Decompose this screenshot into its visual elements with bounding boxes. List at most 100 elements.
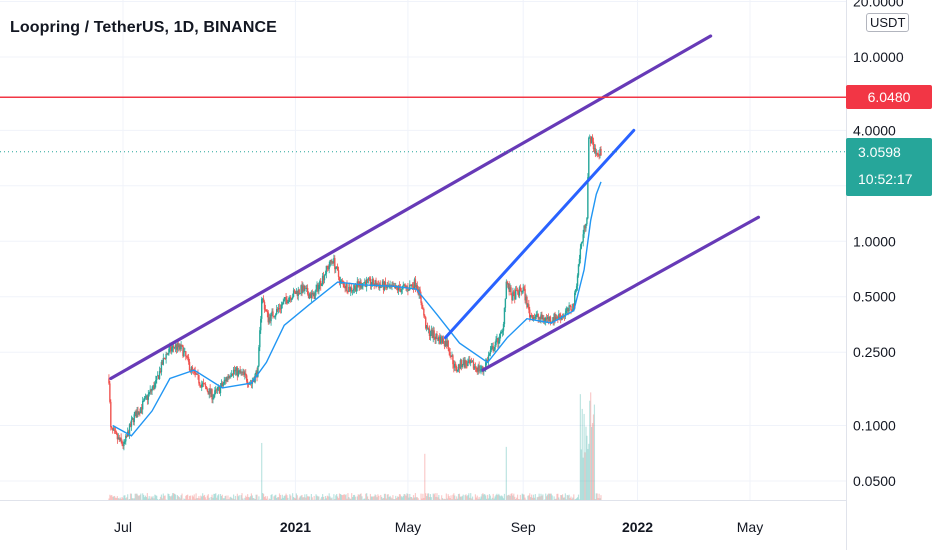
volume-bar [344,495,346,500]
candle-body [471,361,474,363]
candle-body [154,383,156,390]
candle-body [119,437,121,440]
candle-body [309,294,312,298]
candle-body [303,285,305,291]
volume-bar [197,498,199,500]
volume-bar [149,498,151,500]
candle-body [187,357,190,362]
volume-bar [207,494,209,500]
volume-bar [320,498,322,500]
volume-bar [370,496,372,500]
volume-bar [202,493,204,500]
candle-body [129,424,132,427]
candle-body [404,284,406,286]
volume-bar [383,493,386,500]
candle-body [202,383,205,384]
candle-body [452,355,454,365]
volume-bar [468,493,470,500]
volume-bar [155,495,157,500]
volume-bar [298,497,300,500]
candle-body [207,391,209,395]
volume-bar [138,496,140,500]
volume-bar [403,493,405,500]
candle-body [425,317,427,329]
upper-channel-line[interactable] [109,34,713,381]
candle-body [295,291,298,294]
volume-bar [181,493,183,500]
candle-body [219,386,222,394]
candle-body [229,375,231,377]
candle-body [213,395,215,399]
candle-body [299,293,301,294]
chart-axes: 20.000010.00004.00002.00001.00000.50000.… [0,0,904,550]
volume-bar [196,498,198,500]
volume-bar [521,493,523,500]
volume-bar [519,494,521,500]
candle-body [181,344,183,346]
candle-body [500,331,503,333]
volume-bar [335,495,337,500]
candle-body [581,241,583,244]
volume-bar [350,498,352,500]
candle-body [411,284,414,287]
candle-body [308,294,311,299]
volume-bar [273,496,275,500]
volume-bar [554,499,556,500]
candle-body [247,383,250,385]
candle-body [121,440,123,445]
volume-bar [520,499,522,500]
candle-body [222,383,224,386]
candle-body [477,365,479,372]
volume-bar [393,499,395,500]
candle-body [573,303,575,309]
trend-drawings[interactable] [0,34,846,381]
blue-trendline[interactable] [443,128,636,340]
volume-bar [137,495,139,500]
candle-body [313,292,315,299]
volume-bar [382,498,385,500]
candle-body [559,314,561,317]
candle-body [123,441,125,447]
candle-body [240,371,242,373]
candle-body [462,359,464,366]
volume-bar [352,497,354,500]
candle-body [293,290,296,292]
volume-bar [401,497,403,500]
candle-body [243,371,245,375]
volume-bar [579,394,581,500]
volume-bar [126,497,128,500]
candle-body [221,383,224,386]
candle-body [570,306,572,311]
volume-bar [351,493,353,500]
candle-body [305,288,307,290]
lower-channel-line[interactable] [481,215,761,372]
candle-body [246,375,248,382]
candle-body [371,279,374,285]
volume-bar [294,498,297,500]
candle-body [175,344,178,350]
candle-body [174,344,177,348]
candle-body [501,330,504,332]
volume-bar [338,493,341,500]
volume-bar [439,498,441,500]
volume-bar [405,495,407,500]
volume-bar [414,493,417,500]
volume-bar [128,498,131,500]
volume-bar [442,499,445,500]
volume-bar [240,495,242,500]
volume-bar [597,497,599,500]
volume-bar [559,499,561,500]
volume-bar [280,498,282,500]
volume-bar [346,498,348,500]
candle-body [242,371,244,373]
candle-body [558,314,560,319]
candle-body [348,286,350,292]
candle-body [289,297,291,298]
volume-bar [534,494,536,500]
candle-body [496,338,498,340]
candle-body [212,398,214,400]
volume-bar [327,496,329,500]
candle-body [474,366,477,368]
currency-unit-button[interactable]: USDT [866,13,910,32]
